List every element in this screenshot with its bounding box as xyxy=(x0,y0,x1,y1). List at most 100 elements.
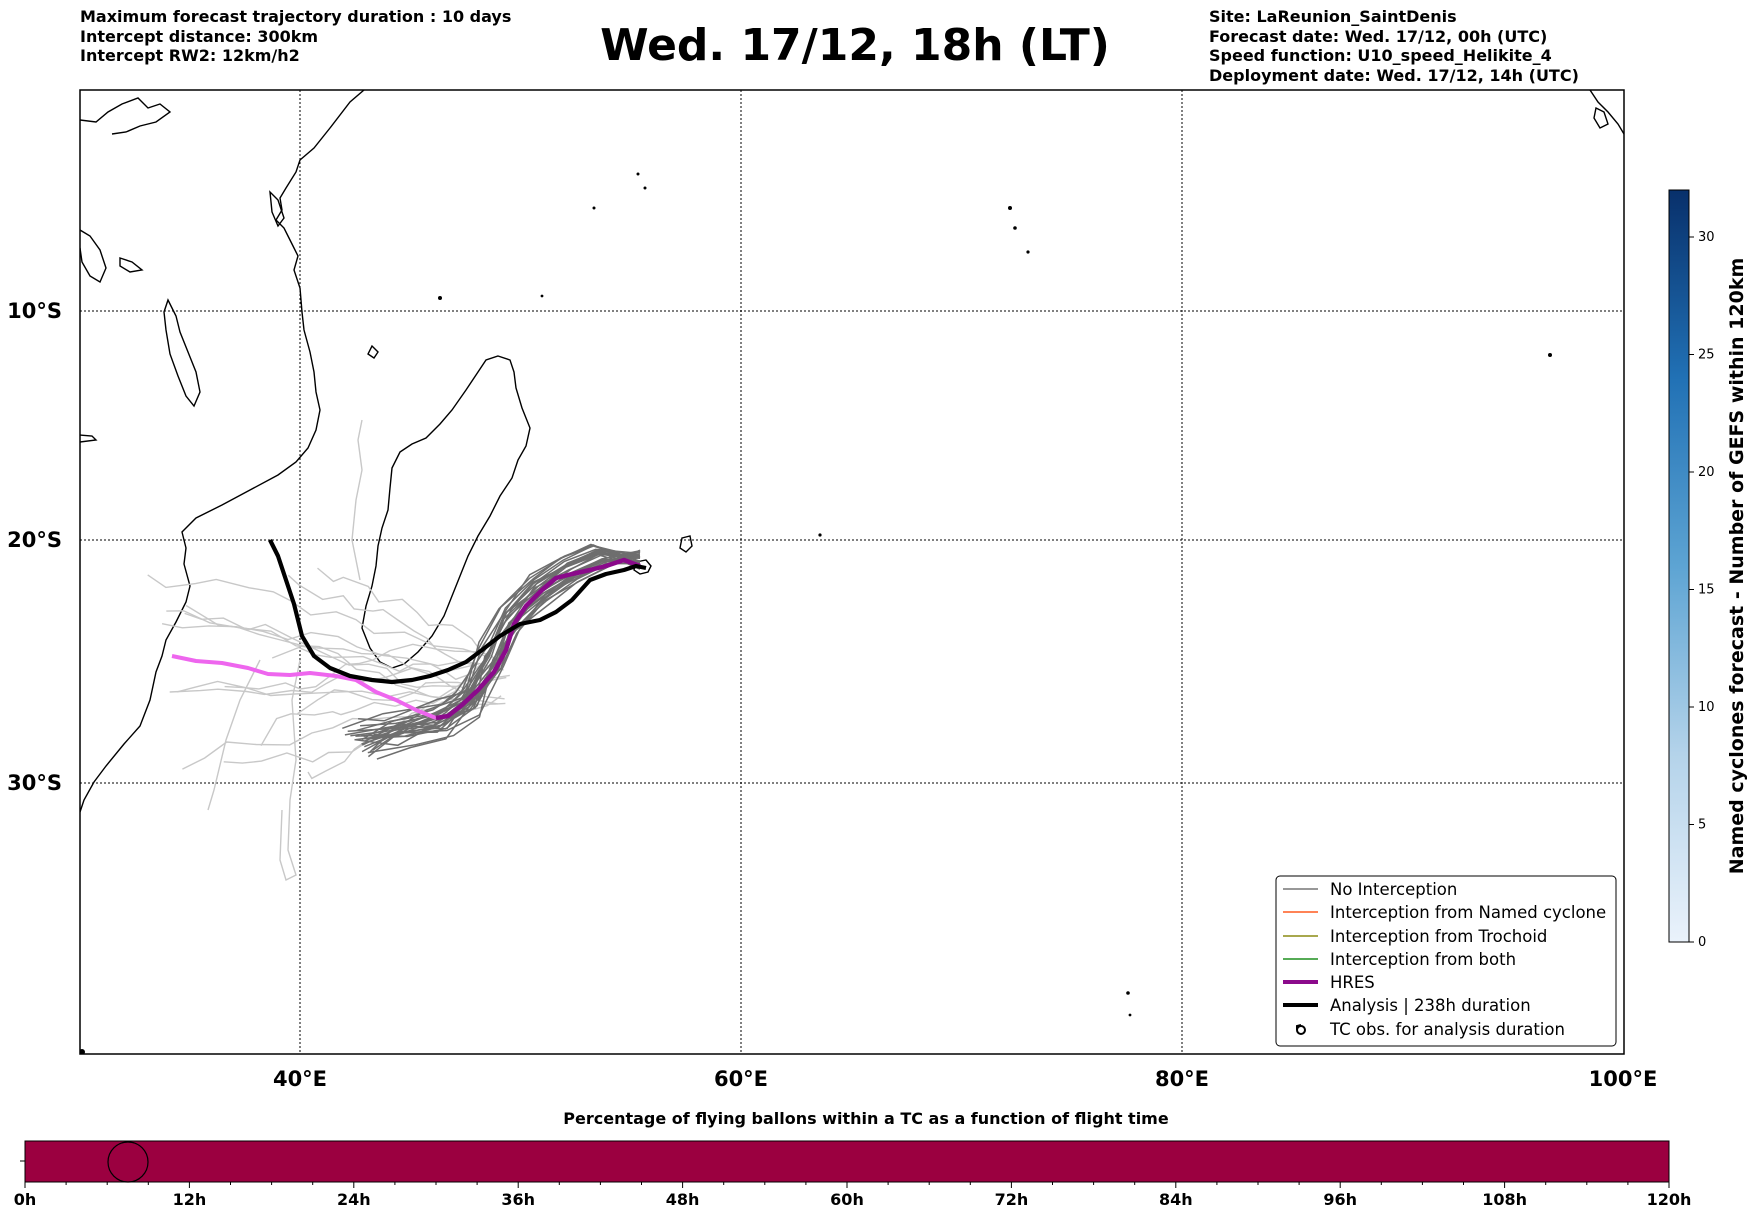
ensemble-member-near xyxy=(364,552,641,742)
legend-label: No Interception xyxy=(1330,880,1457,899)
legend-item-tc-obs: TC obs. for analysis duration xyxy=(1296,1020,1565,1039)
legend-item-both: Interception from both xyxy=(1283,950,1516,969)
small-islands xyxy=(80,172,1552,1054)
amsterdam-island xyxy=(1126,991,1130,995)
ensemble-member-near xyxy=(376,550,641,760)
bottom-bar-tick-label: 120h xyxy=(1647,1190,1692,1209)
bottom-bar-fill xyxy=(24,1140,1670,1183)
coastlines xyxy=(80,90,1624,813)
reunion-island xyxy=(633,559,652,575)
aldabra-island xyxy=(438,296,442,300)
bottom-bar-tick-label: 0h xyxy=(14,1190,37,1209)
analysis-track xyxy=(268,539,647,685)
bottom-bar-tick-label: 48h xyxy=(666,1190,700,1209)
bottom-bar-title: Percentage of flying ballons within a TC… xyxy=(563,1109,1169,1128)
legend-item-trochoid: Interception from Trochoid xyxy=(1283,927,1547,946)
time-marker-circle xyxy=(107,1141,149,1183)
arabian-peninsula-coast xyxy=(163,298,201,408)
st-paul-island xyxy=(1128,1013,1132,1017)
pemba-zanzibar-coast xyxy=(269,190,285,228)
trajectory-layer xyxy=(147,419,647,881)
graticule xyxy=(80,90,1624,1054)
colorbar-label: Named cyclones forecast - Number of GEFS… xyxy=(1726,258,1748,875)
ensemble-member-far xyxy=(224,643,478,690)
lon-label-80e: 80°E xyxy=(1155,1067,1209,1091)
chagos-island xyxy=(1026,250,1030,254)
colorbar-tick-label: 30 xyxy=(1698,230,1715,245)
legend-label: TC obs. for analysis duration xyxy=(1329,1020,1565,1039)
map-frame xyxy=(79,89,1625,1055)
cocos-island xyxy=(1548,353,1552,357)
legend-label: Interception from Trochoid xyxy=(1330,927,1547,946)
bottom-bar-tick-label: 60h xyxy=(830,1190,864,1209)
ensemble-member-far xyxy=(351,419,363,581)
ensemble-member-far xyxy=(271,646,500,681)
ensemble-member-far xyxy=(147,574,491,658)
legend: No Interception Interception from Named … xyxy=(1275,875,1617,1047)
farquhar-island xyxy=(540,294,544,298)
colorbar-tick-label: 15 xyxy=(1698,583,1715,598)
ensemble-member-far xyxy=(207,659,261,811)
mauritius-island xyxy=(679,535,693,553)
max-duration-text: Maximum forecast trajectory duration : 1… xyxy=(80,7,512,26)
map-corner-mark xyxy=(80,1049,85,1054)
bottom-bar-tick-label: 36h xyxy=(501,1190,535,1209)
bottom-bar-tick-label: 108h xyxy=(1482,1190,1527,1209)
hres-track-near xyxy=(435,557,641,721)
africa-coast xyxy=(80,90,365,813)
colorbar: 0 5 10 15 20 25 30 Named cyclones forecast - N… xyxy=(1668,189,1748,950)
colorbar-tick-label: 20 xyxy=(1698,465,1715,480)
ensemble-member-near xyxy=(350,553,641,737)
legend-item-analysis: Analysis | 238h duration xyxy=(1283,996,1531,1015)
deployment-date-text: Deployment date: Wed. 17/12, 14h (UTC) xyxy=(1209,65,1579,85)
lon-label-60e: 60°E xyxy=(714,1067,768,1091)
comoros-island xyxy=(367,344,379,359)
socotra-island xyxy=(119,257,144,273)
rodrigues-island xyxy=(818,533,822,537)
latitude-labels: 10°S 20°S 30°S xyxy=(7,299,62,795)
legend-item-no-interception: No Interception xyxy=(1283,880,1457,899)
legend-box xyxy=(1275,875,1617,1047)
ensemble-member-far xyxy=(161,623,504,671)
legend-label: Interception from Named cyclone xyxy=(1330,903,1606,922)
speed-function-text: Speed function: U10_speed_Helikite_4 xyxy=(1209,46,1552,65)
forecast-date-text: Forecast date: Wed. 17/12, 00h (UTC) xyxy=(1209,26,1548,46)
lat-label-30s: 30°S xyxy=(7,771,62,795)
intercept-rw2-text: Intercept RW2: 12km/h2 xyxy=(80,46,300,65)
bottom-bar-tick-label: 72h xyxy=(995,1190,1029,1209)
hres-track-far xyxy=(171,654,437,720)
colorbar-tick-label: 10 xyxy=(1698,700,1715,715)
colorbar-ticks: 0 5 10 15 20 25 30 xyxy=(1689,230,1715,950)
legend-label: Interception from both xyxy=(1330,950,1516,969)
bottom-bar-ticks: 0h 12h 24h 36h 48h 60h 72h 84h 96h 108h 120h xyxy=(14,1182,1692,1209)
lon-label-100e: 100°E xyxy=(1589,1067,1658,1091)
colorbar-tick-label: 5 xyxy=(1698,818,1706,833)
ensemble-member-far xyxy=(182,667,489,770)
seychelles-island xyxy=(643,186,647,190)
ensemble-member-far xyxy=(166,610,498,705)
chagos-island xyxy=(1013,226,1017,230)
lat-label-10s: 10°S xyxy=(7,299,62,323)
bottom-bar-tick-label: 12h xyxy=(173,1190,207,1209)
somalia-horn-coast xyxy=(80,97,172,135)
tc-percentage-bar: Percentage of flying ballons within a TC… xyxy=(14,1109,1692,1209)
colorbar-tick-label: 0 xyxy=(1698,935,1706,950)
intercept-distance-text: Intercept distance: 300km xyxy=(80,26,319,46)
ensemble-member-far xyxy=(287,574,479,665)
ensemble-member-far xyxy=(184,612,479,695)
sri-lanka-island xyxy=(1593,106,1609,129)
ensemble-member-far xyxy=(279,659,301,881)
cyclone-symbol-icon xyxy=(1296,1024,1306,1035)
bottom-bar-tick-label: 24h xyxy=(337,1190,371,1209)
ensemble-member-far xyxy=(185,604,471,706)
longitude-labels: 40°E 60°E 80°E 100°E xyxy=(273,1067,1657,1091)
bottom-bar-tick-label: 96h xyxy=(1323,1190,1357,1209)
map-panel xyxy=(79,89,1625,1055)
lon-label-40e: 40°E xyxy=(273,1067,327,1091)
kenya-bay-coast xyxy=(80,434,98,443)
legend-label: Analysis | 238h duration xyxy=(1330,996,1531,1015)
site-text: Site: LaReunion_SaintDenis xyxy=(1209,7,1457,26)
bottom-bar-tick-label: 84h xyxy=(1159,1190,1193,1209)
lat-label-20s: 20°S xyxy=(7,528,62,552)
